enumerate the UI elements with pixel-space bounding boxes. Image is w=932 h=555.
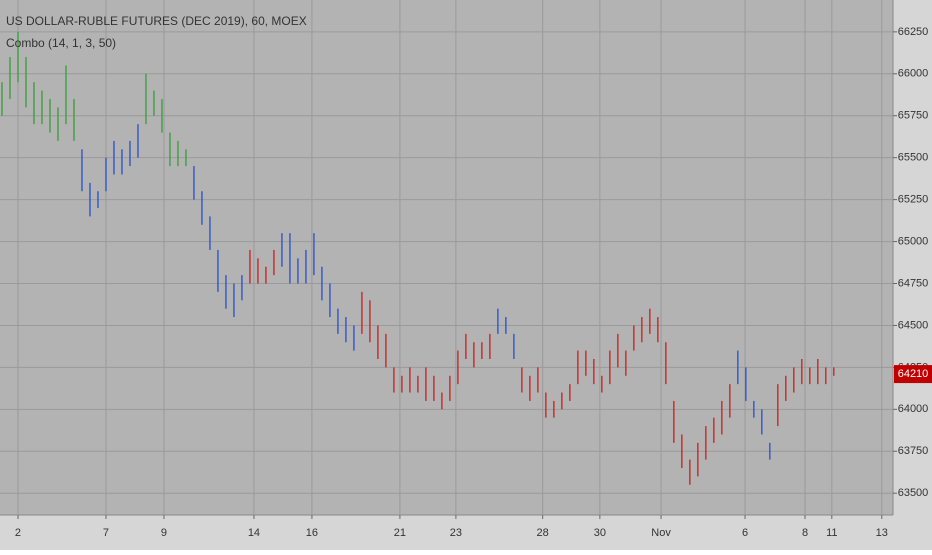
x-tick-label: 7 bbox=[103, 527, 109, 539]
x-tick-label: 14 bbox=[248, 527, 260, 539]
y-tick-label: 65000 bbox=[898, 235, 929, 247]
x-tick-label: 13 bbox=[876, 527, 888, 539]
indicator-label: Combo (14, 1, 3, 50) bbox=[6, 36, 116, 50]
y-tick-label: 66000 bbox=[898, 68, 929, 80]
x-tick-label: 6 bbox=[742, 527, 748, 539]
last-price-label: 64210 bbox=[898, 368, 929, 380]
y-tick-label: 64500 bbox=[898, 319, 929, 331]
chart-title: US DOLLAR-RUBLE FUTURES (DEC 2019), 60, … bbox=[6, 14, 307, 28]
y-tick-label: 66250 bbox=[898, 26, 929, 38]
x-tick-label: 28 bbox=[537, 527, 549, 539]
y-tick-label: 64750 bbox=[898, 277, 929, 289]
x-tick-label: 11 bbox=[826, 527, 837, 539]
last-price-box bbox=[894, 365, 932, 384]
y-tick-label: 63750 bbox=[898, 445, 929, 457]
y-tick-label: 65250 bbox=[898, 194, 929, 206]
y-tick-label: 64000 bbox=[898, 403, 929, 415]
y-tick-label: 63500 bbox=[898, 487, 929, 499]
x-tick-label: 8 bbox=[802, 527, 808, 539]
x-tick-label: 16 bbox=[306, 527, 318, 539]
y-tick-label: 65500 bbox=[898, 152, 929, 164]
x-tick-label: 21 bbox=[394, 527, 406, 539]
x-tick-label: 30 bbox=[594, 527, 606, 539]
x-tick-label: 23 bbox=[450, 527, 462, 539]
x-tick-label: Nov bbox=[651, 527, 671, 539]
x-tick-label: 9 bbox=[161, 527, 167, 539]
plot-area bbox=[0, 0, 893, 515]
y-tick-label: 65750 bbox=[898, 110, 929, 122]
x-tick-label: 2 bbox=[15, 527, 21, 539]
